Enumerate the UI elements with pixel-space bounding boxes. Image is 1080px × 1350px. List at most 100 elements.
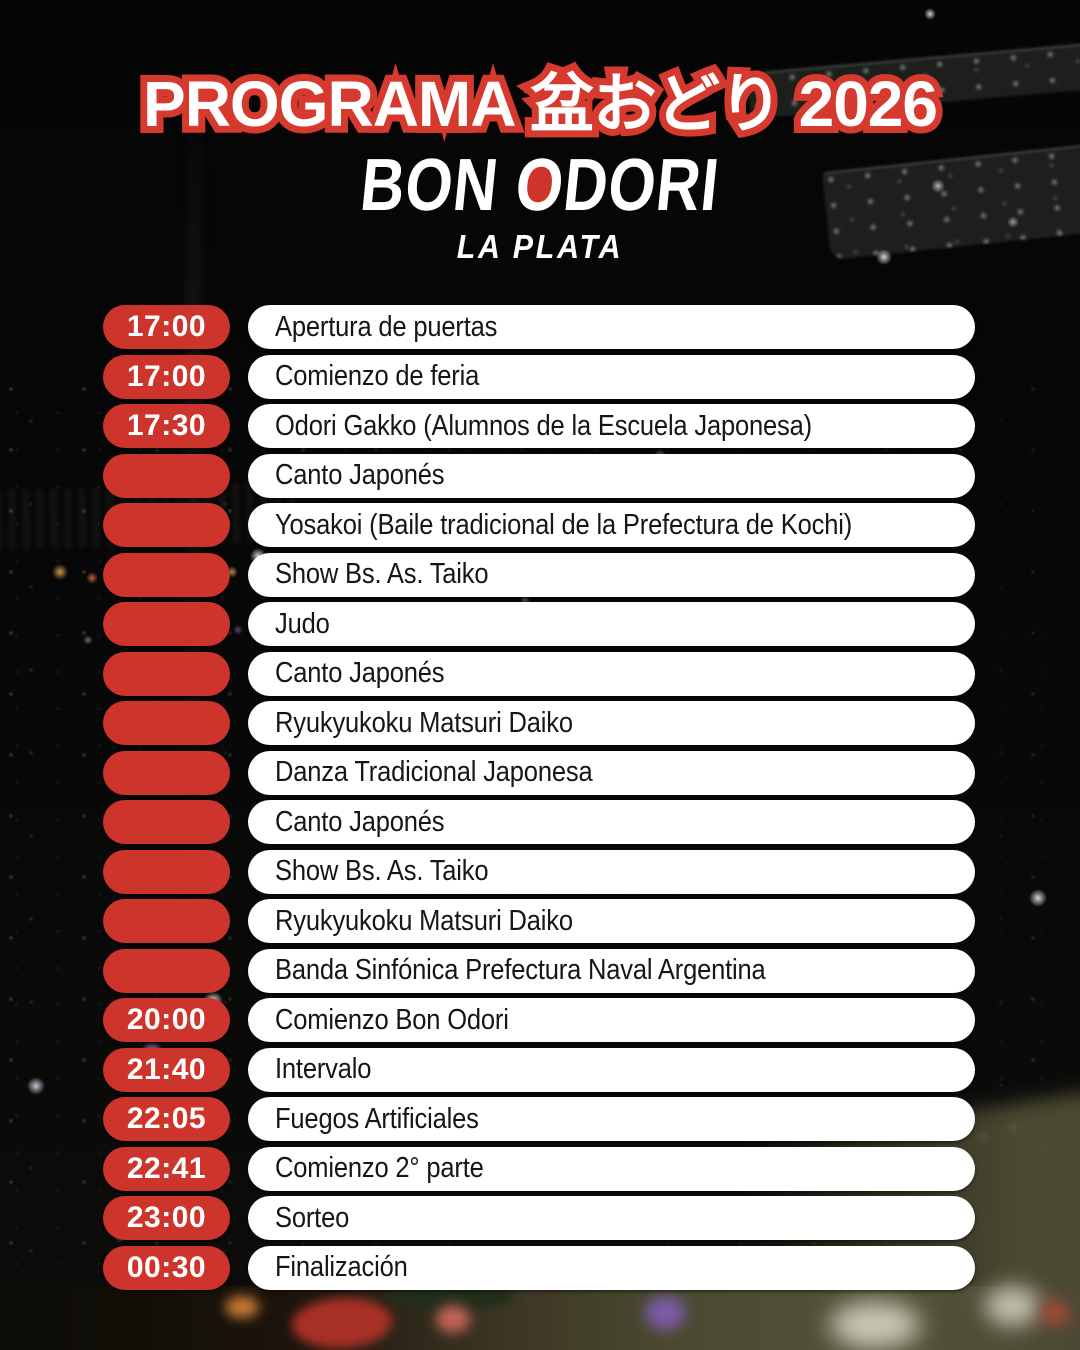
- event-bar: Canto Japonés: [248, 651, 975, 696]
- event-bar: Comienzo de feria: [248, 354, 975, 399]
- stalls-strip: [0, 1284, 1080, 1350]
- time-pill: [103, 453, 230, 498]
- time-label: 17:00: [126, 359, 207, 393]
- time-pill: 17:30: [103, 404, 230, 448]
- time-pill: [103, 948, 230, 993]
- time-pill: 23:00: [103, 1196, 230, 1240]
- program-title: PROGRAMA 盆おどり 2026: [0, 72, 1080, 136]
- time-pill: [103, 503, 230, 547]
- event-label: Canto Japonés: [275, 459, 445, 491]
- schedule-row: Ryukyukoku Matsuri Daiko: [103, 701, 975, 745]
- location-label: LA PLATA: [456, 228, 624, 265]
- time-pill: [103, 849, 230, 894]
- event-bar: Odori Gakko (Alumnos de la Escuela Japon…: [248, 404, 975, 448]
- event-bar: Finalización: [248, 1245, 975, 1290]
- time-pill: [103, 651, 230, 696]
- event-name-part1: BON: [356, 143, 521, 226]
- schedule-row: Judo: [103, 602, 975, 646]
- time-pill: 17:00: [103, 305, 230, 349]
- schedule-row: 20:00 Comienzo Bon Odori: [103, 998, 975, 1042]
- time-label: 22:05: [126, 1102, 207, 1135]
- time-label: 20:00: [126, 1003, 207, 1036]
- time-pill: [103, 552, 230, 597]
- event-label: Comienzo de feria: [275, 360, 480, 392]
- schedule-row: 00:30 Finalización: [103, 1245, 975, 1290]
- schedule-row: Banda Sinfónica Prefectura Naval Argenti…: [103, 948, 975, 993]
- event-bar: Apertura de puertas: [248, 305, 975, 349]
- event-name-o-with-sun: O: [511, 143, 569, 226]
- event-bar: Yosakoi (Baile tradicional de la Prefect…: [248, 503, 975, 547]
- event-label: Ryukyukoku Matsuri Daiko: [275, 706, 573, 739]
- event-bar: Comienzo 2° parte: [248, 1146, 975, 1191]
- pink-glow: [436, 1305, 470, 1333]
- schedule-row: Canto Japonés: [103, 800, 975, 844]
- time-pill: 17:00: [103, 354, 230, 399]
- schedule-row: Show Bs. As. Taiko: [103, 849, 975, 894]
- time-label: 22:41: [126, 1151, 207, 1185]
- event-label: Ryukyukoku Matsuri Daiko: [275, 904, 573, 937]
- event-label: Canto Japonés: [275, 657, 445, 689]
- schedule-row: 17:30 Odori Gakko (Alumnos de la Escuela…: [103, 404, 975, 448]
- white-glow: [830, 1302, 920, 1348]
- time-pill: [103, 602, 230, 646]
- schedule-row: 17:00 Apertura de puertas: [103, 305, 975, 349]
- event-label: Comienzo Bon Odori: [275, 1003, 509, 1036]
- time-pill: 21:40: [103, 1047, 230, 1092]
- time-label: 17:00: [126, 310, 207, 343]
- event-label: Sorteo: [275, 1201, 350, 1234]
- event-bar: Ryukyukoku Matsuri Daiko: [248, 701, 975, 745]
- schedule-row: 22:05 Fuegos Artificiales: [103, 1097, 975, 1141]
- schedule-row: Canto Japonés: [103, 651, 975, 696]
- event-label: Finalización: [275, 1251, 408, 1283]
- schedule-row: 23:00 Sorteo: [103, 1196, 975, 1240]
- event-bar: Comienzo Bon Odori: [248, 998, 975, 1042]
- event-label: Odori Gakko (Alumnos de la Escuela Japon…: [275, 409, 812, 442]
- schedule-row: 17:00 Comienzo de feria: [103, 354, 975, 399]
- event-bar: Intervalo: [248, 1047, 975, 1092]
- red-glow: [1040, 1300, 1070, 1326]
- time-label: 17:30: [126, 409, 207, 442]
- time-pill: 22:41: [103, 1146, 230, 1191]
- event-bar: Judo: [248, 602, 975, 646]
- event-bar: Danza Tradicional Japonesa: [248, 750, 975, 795]
- schedule-row: Ryukyukoku Matsuri Daiko: [103, 899, 975, 943]
- event-bar: Fuegos Artificiales: [248, 1097, 975, 1141]
- schedule-row: Yosakoi (Baile tradicional de la Prefect…: [103, 503, 975, 547]
- schedule-row: Show Bs. As. Taiko: [103, 552, 975, 597]
- event-label: Apertura de puertas: [275, 310, 498, 343]
- event-bar: Show Bs. As. Taiko: [248, 849, 975, 894]
- event-label: Canto Japonés: [275, 805, 445, 838]
- time-pill: [103, 800, 230, 844]
- red-tent: [290, 1295, 394, 1350]
- event-bar: Banda Sinfónica Prefectura Naval Argenti…: [248, 948, 975, 993]
- event-label: Fuegos Artificiales: [275, 1102, 479, 1135]
- event-label: Intervalo: [275, 1053, 372, 1085]
- schedule-row: Danza Tradicional Japonesa: [103, 750, 975, 795]
- white-glow: [985, 1286, 1040, 1326]
- schedule-row: Canto Japonés: [103, 453, 975, 498]
- event-label: Show Bs. As. Taiko: [275, 558, 489, 590]
- event-name-part2: DORI: [559, 143, 724, 226]
- program-title-text: PROGRAMA 盆おどり 2026: [143, 72, 938, 136]
- event-bar: Show Bs. As. Taiko: [248, 552, 975, 597]
- event-label: Yosakoi (Baile tradicional de la Prefect…: [275, 508, 853, 541]
- event-bar: Canto Japonés: [248, 800, 975, 844]
- schedule-list: 17:00 Apertura de puertas 17:00 Comienzo…: [103, 305, 975, 1290]
- time-pill: [103, 701, 230, 745]
- time-pill: 20:00: [103, 998, 230, 1042]
- event-label: Danza Tradicional Japonesa: [275, 756, 593, 788]
- time-label: 23:00: [126, 1201, 207, 1234]
- event-bar: Ryukyukoku Matsuri Daiko: [248, 899, 975, 943]
- time-pill: [103, 899, 230, 943]
- event-label: Judo: [275, 607, 330, 640]
- orange-glow: [225, 1296, 259, 1318]
- time-pill: [103, 750, 230, 795]
- event-label: Comienzo 2° parte: [275, 1152, 484, 1184]
- event-bar: Sorteo: [248, 1196, 975, 1240]
- time-pill: 00:30: [103, 1245, 230, 1290]
- schedule-row: 21:40 Intervalo: [103, 1047, 975, 1092]
- time-label: 21:40: [126, 1052, 207, 1086]
- time-pill: 22:05: [103, 1097, 230, 1141]
- event-bar: Canto Japonés: [248, 453, 975, 498]
